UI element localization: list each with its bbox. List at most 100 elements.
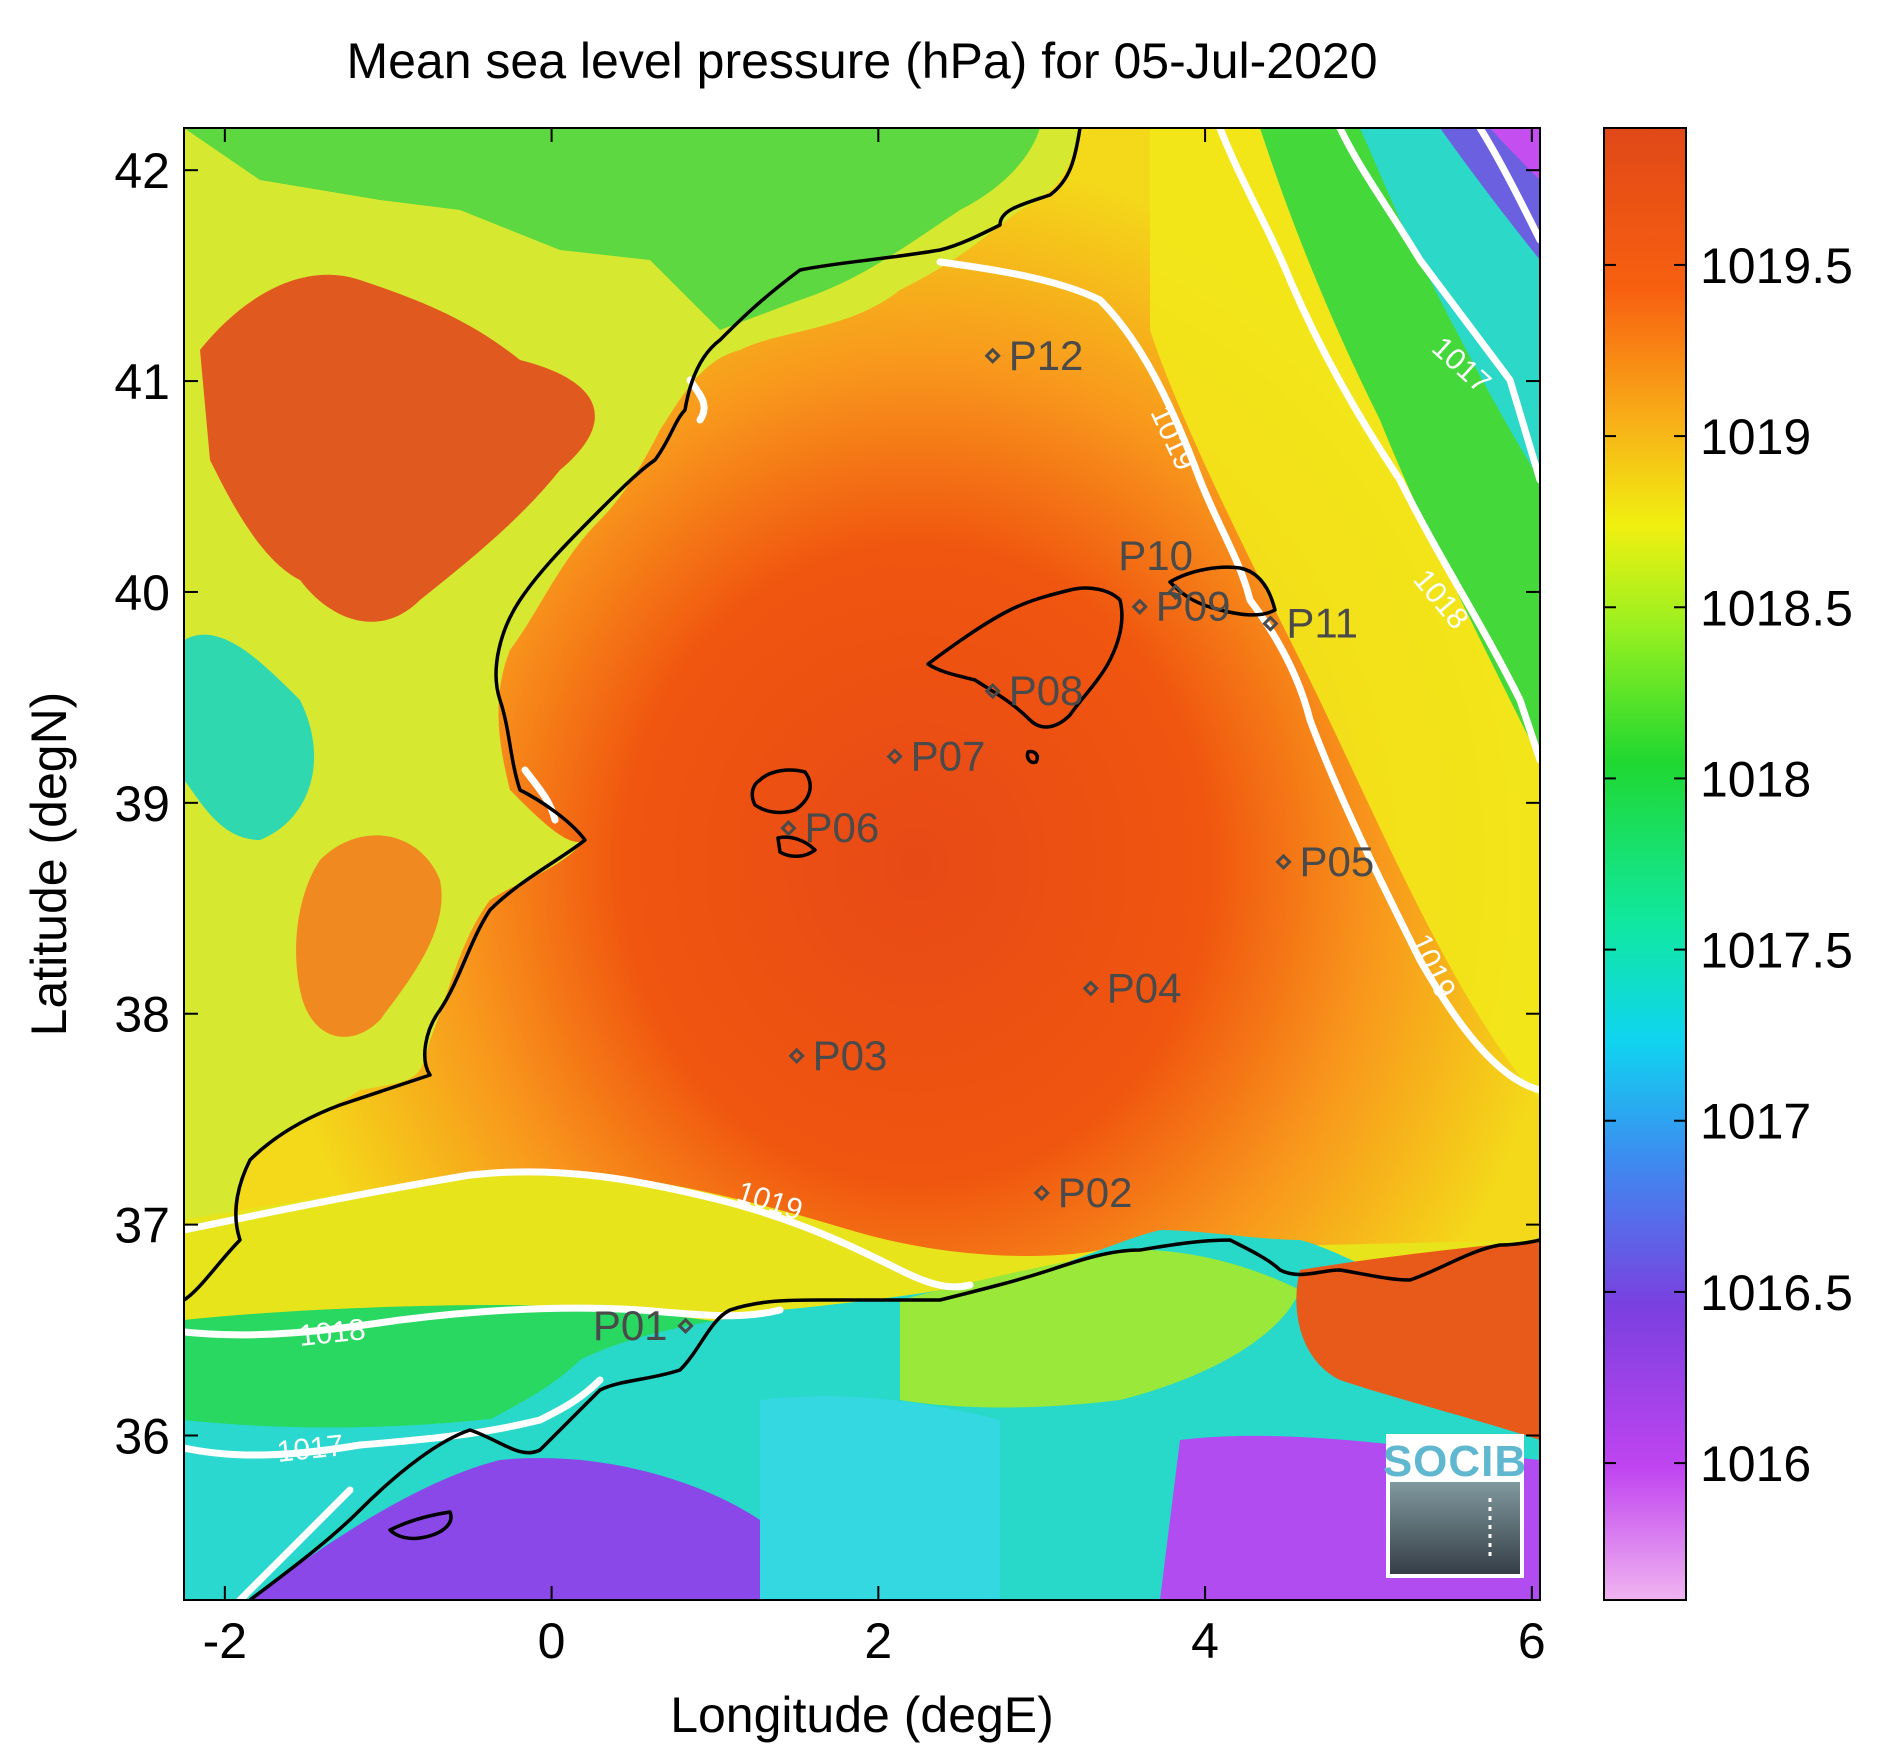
station-p01: P01 (593, 1302, 694, 1349)
land-africa-purple (250, 1458, 760, 1600)
station-p08: P08 (984, 667, 1084, 714)
y-tick-label: 40 (114, 565, 170, 621)
land-africa-cyan-middle (760, 1396, 1000, 1600)
colorbar-tick-label: 1018 (1700, 751, 1811, 807)
coastline-africa (248, 1238, 1540, 1600)
station-label: P04 (1107, 964, 1182, 1011)
colorbar-tick-label: 1016 (1700, 1436, 1811, 1492)
chart-title: Mean sea level pressure (hPa) for 05-Jul… (346, 33, 1377, 89)
contour-1016-sw (236, 1486, 354, 1600)
station-p10: P10 (1118, 532, 1193, 601)
station-label: P07 (911, 732, 986, 779)
station-p04: P04 (1082, 964, 1182, 1011)
x-tick-label: -2 (203, 1613, 247, 1669)
station-p09: P09 (1131, 583, 1231, 630)
station-marker-icon (1082, 980, 1099, 997)
station-marker-icon (1167, 583, 1184, 601)
station-marker-icon (780, 820, 797, 837)
contour-1019-coast-1 (521, 766, 559, 824)
x-axis-label: Longitude (degE) (670, 1687, 1054, 1743)
y-tick-label: 38 (114, 987, 170, 1043)
station-marker-icon (1131, 598, 1148, 615)
colorbar: 1019.5 1019 1018.5 1018 1017.5 1017 1016.5 1016 (1603, 127, 1853, 1601)
contour-1019-south (184, 1168, 974, 1291)
station-p11: P11 (1262, 600, 1358, 647)
station-p05: P05 (1275, 838, 1375, 885)
coastlines (184, 128, 1540, 1600)
colorbar-tick-label: 1019 (1700, 409, 1811, 465)
contour-label: 1018 (297, 1313, 367, 1353)
coastline-mallorca (926, 586, 1124, 729)
y-tick-label: 42 (114, 143, 170, 199)
x-tick-label: 6 (1518, 1613, 1546, 1669)
logo-text: SOCIB (1383, 1437, 1527, 1486)
station-marker-icon (1033, 1184, 1050, 1202)
land-africa-mixed (900, 1250, 1300, 1408)
station-label: P09 (1156, 583, 1231, 630)
coastline-cabrera (1025, 749, 1040, 765)
land-iberia-highlands (200, 274, 595, 622)
station-label: P12 (1009, 332, 1084, 379)
x-tick-label: 0 (538, 1613, 566, 1669)
logo-top (1390, 1438, 1520, 1482)
coastline-menorca (1168, 565, 1277, 617)
contour-1016-corner (1476, 128, 1540, 244)
colorbar-tick-label: 1016.5 (1700, 1265, 1853, 1321)
station-label: P10 (1118, 532, 1193, 579)
y-axis: 42 41 40 39 38 37 36 (114, 143, 1540, 1465)
land-africa-red (1296, 1240, 1540, 1440)
station-marker-icon (1262, 615, 1279, 632)
station-p03: P03 (788, 1032, 888, 1079)
y-tick-label: 36 (114, 1409, 170, 1465)
coastline-alboran (388, 1510, 453, 1541)
station-label: P11 (1286, 600, 1358, 647)
station-p06: P06 (780, 804, 879, 851)
station-marker-icon (886, 748, 903, 765)
colorbar-gradient (1603, 127, 1687, 1601)
station-marker-icon (677, 1317, 694, 1334)
colorbar-tick-label: 1018.5 (1700, 580, 1853, 636)
station-p12: P12 (984, 332, 1084, 379)
contour-1018-north (1216, 128, 1540, 764)
station-marker-icon (984, 682, 1001, 700)
land-iberia-green (184, 128, 1040, 330)
x-tick-label: 2 (864, 1613, 892, 1669)
contour-1018-south (184, 1304, 784, 1339)
contour-1017-south (184, 1376, 604, 1459)
station-label: P06 (804, 804, 879, 851)
station-label: P08 (1009, 667, 1084, 714)
contour-1019-north (936, 258, 1540, 1094)
colorbar-ticks: 1019.5 1019 1018.5 1018 1017.5 1017 1016.5 1016 (1604, 238, 1853, 1492)
y-tick-label: 41 (114, 354, 170, 410)
y-tick-label: 37 (114, 1198, 170, 1254)
station-marker-icon (1275, 853, 1292, 871)
colorbar-tick-label: 1019.5 (1700, 238, 1853, 294)
land-iberia-highlands-2 (296, 835, 442, 1037)
station-label: P02 (1058, 1169, 1133, 1216)
x-tick-label: 4 (1191, 1613, 1219, 1669)
pressure-field-ne-purple (1490, 128, 1540, 180)
y-tick-label: 39 (114, 776, 170, 832)
pressure-field-ne-blue (1440, 128, 1540, 260)
land-iberia-coastal-cyan (184, 634, 315, 840)
contour-lines (184, 128, 1540, 1600)
colorbar-tick-label: 1017.5 (1700, 923, 1853, 979)
plot-area: 1017 1018 1019 1019 1019 1018 1017 P01P0… (184, 128, 1540, 1600)
plot-frame (183, 127, 1541, 1601)
station-label: P03 (813, 1032, 888, 1079)
y-axis-label: Latitude (degN) (21, 692, 77, 1037)
x-axis: -2 0 2 4 6 (203, 128, 1546, 1669)
coastline-ibiza (750, 768, 812, 815)
station-p02: P02 (1033, 1169, 1133, 1216)
station-label: P01 (593, 1302, 668, 1349)
coastline-formentera (776, 835, 817, 858)
station-label: P05 (1300, 838, 1375, 885)
coastline-iberia (184, 128, 1082, 1302)
socib-logo: SOCIB (1383, 1434, 1527, 1578)
colorbar-tick-label: 1017 (1700, 1094, 1811, 1150)
station-p07: P07 (886, 732, 986, 779)
station-marker-icon (984, 347, 1001, 364)
station-marker-icon (788, 1047, 805, 1065)
